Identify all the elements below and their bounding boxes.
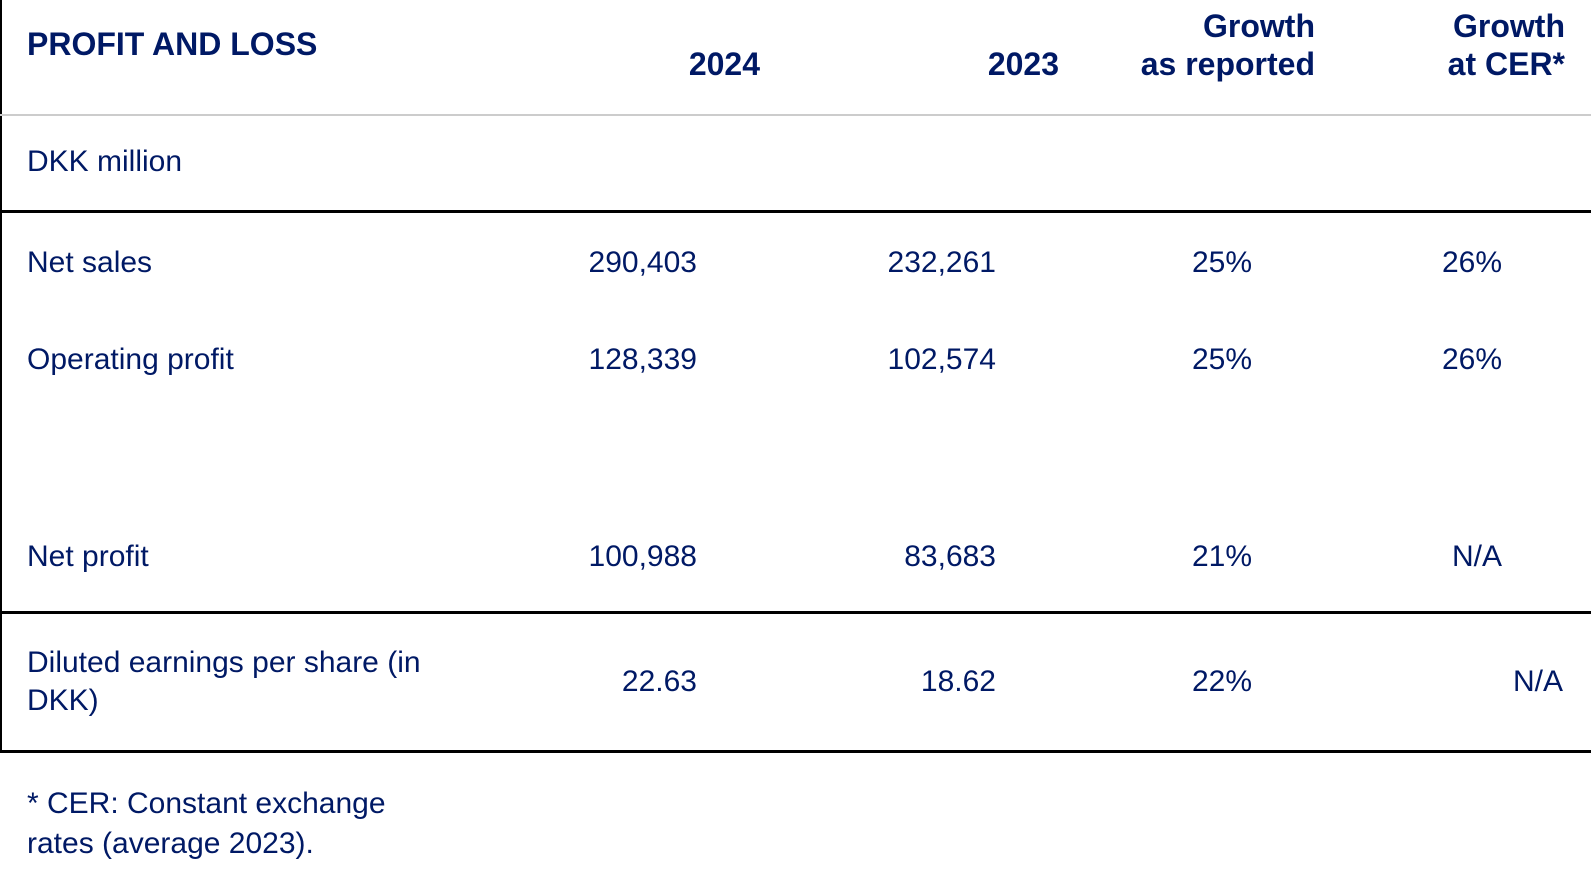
- unit-row-divider-line: [0, 210, 1591, 213]
- cell-2024: 290,403: [588, 246, 697, 279]
- cell-2024: 128,339: [588, 343, 697, 376]
- row-label: Diluted earnings per share (in DKK): [27, 646, 421, 717]
- cell-growth-reported: 25%: [1191, 246, 1252, 279]
- col-header-2024-label: 2024: [688, 46, 760, 82]
- cell-2023: 18.62: [920, 665, 996, 698]
- net-profit-divider-line: [0, 611, 1591, 614]
- table-row-net-sales: Net sales 290,403 232,261 25% 26%: [0, 213, 1565, 313]
- cell-2023: 83,683: [904, 540, 996, 573]
- col-header-growth-reported: Growth as reported: [1059, 0, 1315, 96]
- cell-2024: 100,988: [588, 540, 697, 573]
- cell-growth-reported: 25%: [1191, 343, 1252, 376]
- cell-2024: 22.63: [621, 665, 697, 698]
- row-label: Net sales: [27, 246, 153, 279]
- table-row-operating-profit: Operating profit 128,339 102,574 25% 26%: [0, 310, 1565, 410]
- col-header-growth-cer: Growth at CER*: [1315, 0, 1565, 96]
- header-divider-line: [0, 114, 1591, 116]
- col-header-growth-reported-line2: as reported: [1140, 46, 1315, 82]
- cell-2023: 102,574: [887, 343, 996, 376]
- cell-growth-cer: 26%: [1441, 246, 1502, 279]
- col-header-2023: 2023: [760, 0, 1059, 96]
- table-title: PROFIT AND LOSS: [27, 26, 318, 62]
- col-header-growth-cer-line2: at CER*: [1447, 46, 1565, 82]
- table-row-net-profit: Net profit 100,988 83,683 21% N/A: [0, 507, 1565, 607]
- table-row-diluted-eps: Diluted earnings per share (in DKK) 22.6…: [0, 614, 1565, 750]
- cell-2023: 232,261: [887, 246, 996, 279]
- row-label: Operating profit: [27, 343, 234, 376]
- cer-footnote: * CER: Constant exchange rates (average …: [27, 787, 386, 860]
- cell-growth-cer: N/A: [1451, 540, 1502, 573]
- table-left-border: [0, 0, 2, 753]
- table-header-row: PROFIT AND LOSS 2024 2023 Growth as repo…: [0, 0, 1565, 96]
- cell-growth-reported: 22%: [1191, 665, 1252, 698]
- row-label: Net profit: [27, 540, 149, 573]
- col-header-2024: 2024: [560, 0, 760, 96]
- cell-growth-cer: 26%: [1441, 343, 1502, 376]
- col-header-growth-reported-line1: Growth: [1203, 8, 1315, 44]
- unit-label: DKK million: [27, 145, 183, 178]
- col-header-2023-label: 2023: [987, 46, 1059, 82]
- cell-growth-reported: 21%: [1191, 540, 1252, 573]
- col-header-growth-cer-line1: Growth: [1453, 8, 1565, 44]
- cell-growth-cer: N/A: [1512, 665, 1563, 698]
- unit-row: DKK million: [0, 114, 1565, 210]
- eps-divider-line: [0, 750, 1591, 753]
